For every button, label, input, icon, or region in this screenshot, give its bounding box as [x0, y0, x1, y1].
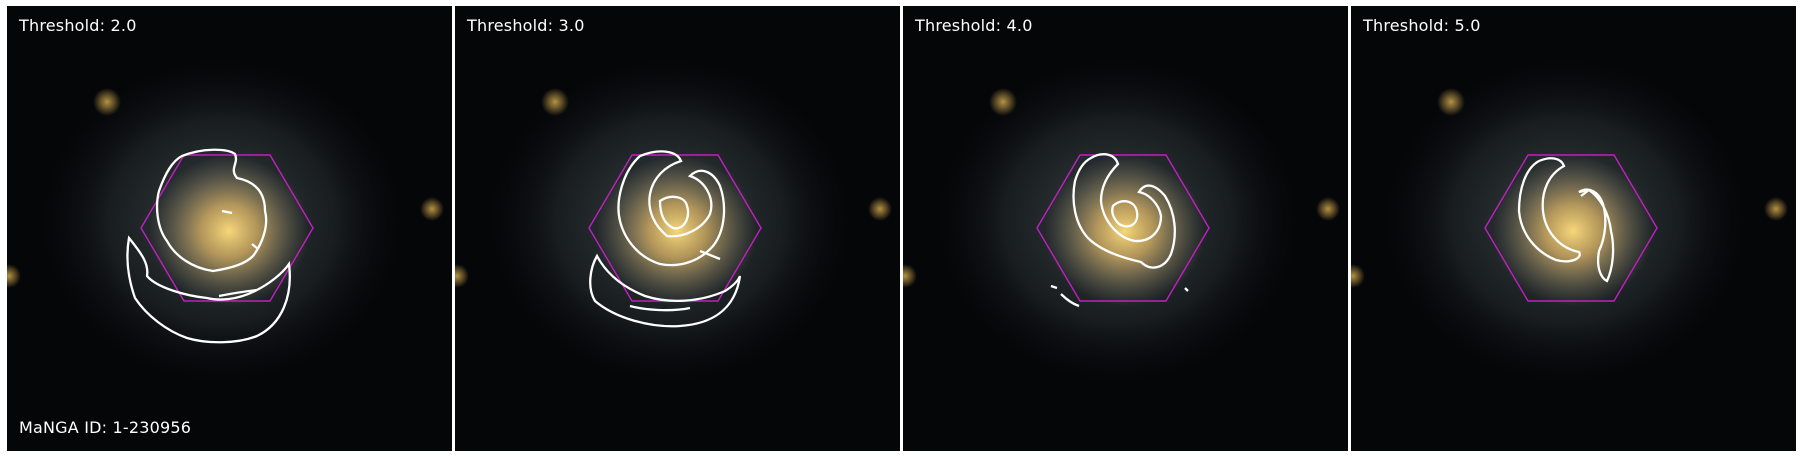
panel-threshold-5: Threshold: 5.0 — [1351, 6, 1796, 451]
star-blob — [903, 264, 917, 288]
star-blob — [420, 197, 444, 221]
threshold-label: Threshold: 2.0 — [19, 16, 137, 35]
star-blob — [1764, 197, 1788, 221]
contour — [658, 195, 690, 230]
galaxy-image — [7, 6, 452, 451]
threshold-label: Threshold: 5.0 — [1363, 16, 1481, 35]
contour — [218, 209, 259, 298]
ifu-hexagon — [1036, 154, 1210, 302]
star-blob — [989, 88, 1017, 116]
contour — [617, 150, 726, 267]
contour — [629, 249, 721, 312]
star-blob — [541, 88, 569, 116]
contour — [1111, 200, 1139, 228]
star-blob — [1437, 88, 1465, 116]
contour — [155, 148, 268, 273]
galaxy-image — [903, 6, 1348, 451]
contour — [1517, 157, 1581, 263]
ifu-hexagon — [588, 154, 762, 302]
panel-threshold-3: Threshold: 3.0 — [455, 6, 900, 451]
ifu-hexagon — [140, 154, 314, 302]
contour — [589, 253, 742, 328]
star-blob — [868, 197, 892, 221]
threshold-label: Threshold: 4.0 — [915, 16, 1033, 35]
star-blob — [1316, 197, 1340, 221]
contour — [1578, 188, 1615, 283]
star-blob — [455, 264, 469, 288]
star-blob — [93, 88, 121, 116]
contour — [126, 235, 291, 344]
panel-threshold-4: Threshold: 4.0 — [903, 6, 1348, 451]
galaxy-image — [1351, 6, 1796, 451]
galaxy-id-label: MaNGA ID: 1-230956 — [19, 418, 192, 437]
contour — [1072, 153, 1176, 269]
contour — [1580, 189, 1590, 197]
threshold-label: Threshold: 3.0 — [467, 16, 585, 35]
contour — [1050, 284, 1189, 308]
ifu-hexagon — [1484, 154, 1658, 302]
galaxy-image — [455, 6, 900, 451]
star-blob — [1351, 264, 1365, 288]
star-blob — [7, 264, 21, 288]
panel-threshold-2: Threshold: 2.0 MaNGA ID: 1-230956 — [7, 6, 452, 451]
